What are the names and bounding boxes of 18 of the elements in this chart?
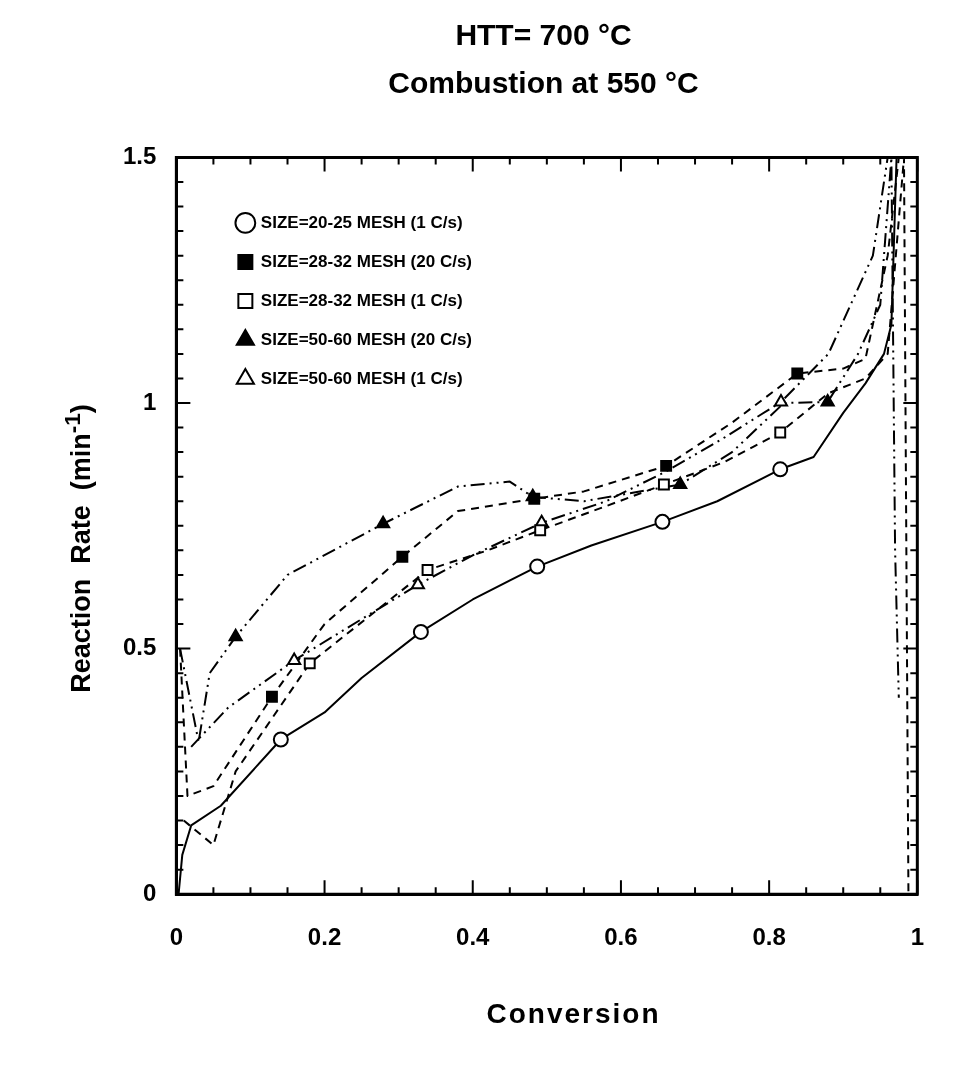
x-tick-label: 0.4 — [456, 923, 491, 951]
chart-title: HTT= 700 °C — [454, 17, 633, 52]
y-tick-label: 0.5 — [122, 633, 157, 661]
legend-label: SIZE=20-25 MESH (1 C/s) — [260, 212, 463, 232]
legend-label: SIZE=28-32 MESH (1 C/s) — [260, 290, 463, 310]
y-tick-label: 0 — [143, 878, 157, 906]
chart-subtitle: Combustion at 550 °C — [387, 65, 700, 100]
x-tick-label: 1 — [910, 923, 925, 951]
x-tick-label: 0.8 — [752, 923, 786, 951]
x-tick-label: 0.2 — [307, 923, 342, 951]
x-tick-label: 0.6 — [604, 923, 638, 951]
legend-label: SIZE=50-60 MESH (1 C/s) — [260, 368, 463, 388]
y-tick-label: 1.5 — [122, 142, 157, 170]
legend-label: SIZE=28-32 MESH (20 C/s) — [260, 251, 473, 271]
x-tick-label: 0 — [169, 923, 184, 951]
x-axis-title: Conversion — [485, 998, 662, 1030]
y-tick-label: 1 — [143, 387, 157, 415]
legend-label: SIZE=50-60 MESH (20 C/s) — [260, 329, 473, 349]
